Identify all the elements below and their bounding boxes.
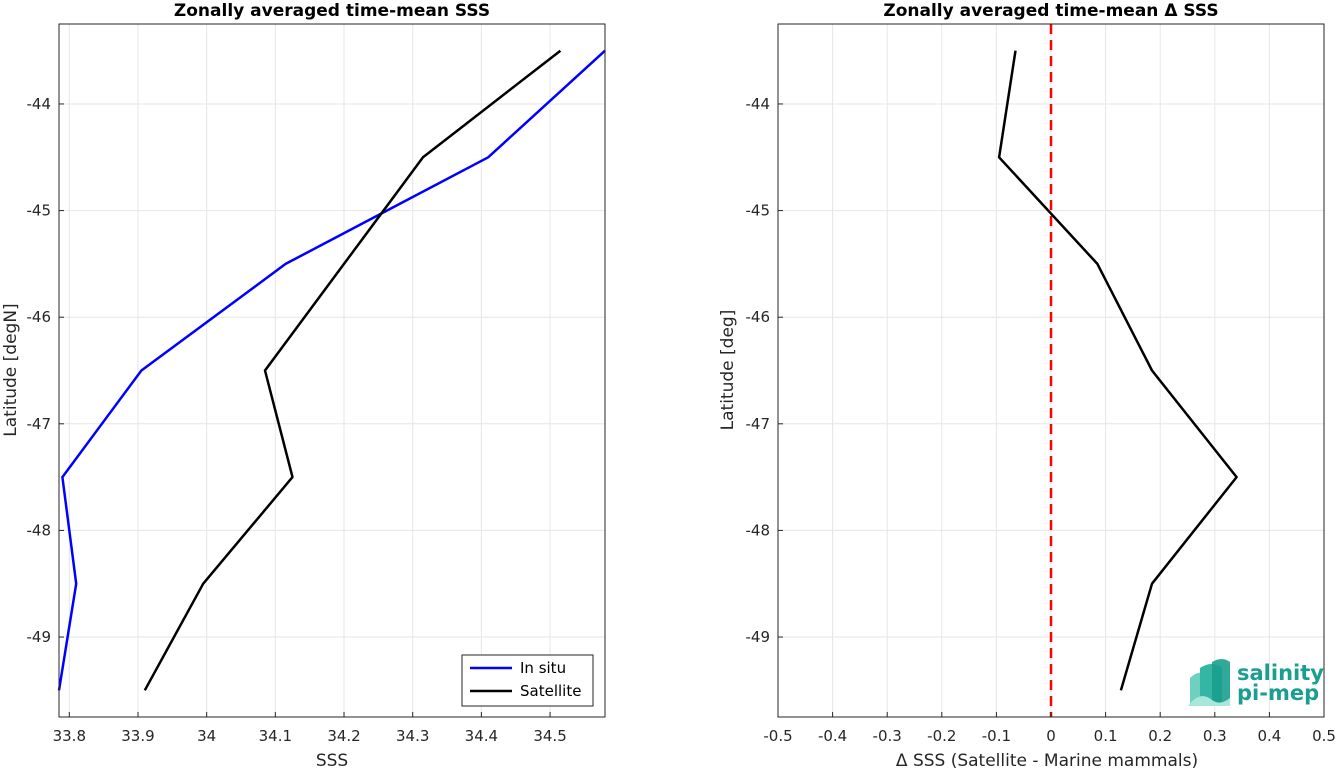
- right-y-tick-label: -48: [746, 521, 771, 539]
- left-x-tick-label: 34.5: [533, 727, 566, 745]
- left-x-axis-label: SSS: [316, 751, 348, 769]
- logo-text-salinity: salinity: [1237, 661, 1324, 685]
- right-x-tick-label: -0.1: [982, 727, 1011, 745]
- right-x-tick-label: -0.4: [818, 727, 847, 745]
- left-series-line-satellite: [143, 49, 562, 691]
- left-x-tick-label: 33.8: [53, 727, 86, 745]
- right-x-tick-label: 0.3: [1203, 727, 1227, 745]
- left-panel-sss: 33.8 33.9 34 34.1 34.2 34.3 34.4 34.5 -44 -45 -46…: [1, 1, 606, 769]
- legend: In situ Satellite: [461, 654, 594, 707]
- right-x-tick-label: 0.5: [1312, 727, 1336, 745]
- left-y-axis-label: Latitude [degN]: [1, 303, 21, 436]
- left-x-tick-label: 34.4: [465, 727, 498, 745]
- left-x-ticks: 33.8 33.9 34 34.1 34.2 34.3 34.4 34.5: [53, 712, 567, 745]
- left-y-tick-label: -46: [27, 308, 52, 326]
- right-x-ticks: -0.5 -0.4 -0.3 -0.2 -0.1 0 0.1 0.2 0.3 0.4 0.5: [763, 712, 1336, 745]
- legend-label-in-situ: In situ: [520, 659, 566, 677]
- right-y-ticks: -44 -45 -46 -47 -48 -49: [746, 95, 783, 646]
- right-x-tick-label: 0: [1046, 727, 1056, 745]
- right-x-tick-label: 0.4: [1257, 727, 1281, 745]
- legend-label-satellite: Satellite: [520, 682, 581, 700]
- left-plot-area: [59, 24, 605, 717]
- right-x-axis-label: Δ SSS (Satellite - Marine mammals): [896, 751, 1198, 769]
- left-chart-title: Zonally averaged time-mean SSS: [174, 1, 490, 21]
- right-y-tick-label: -44: [746, 95, 771, 113]
- right-series: [997, 50, 1238, 691]
- right-x-tick-label: -0.2: [927, 727, 956, 745]
- right-x-tick-label: 0.1: [1094, 727, 1118, 745]
- right-y-tick-label: -47: [746, 415, 771, 433]
- right-y-tick-label: -46: [746, 308, 771, 326]
- left-x-tick-label: 34.3: [396, 727, 429, 745]
- right-y-axis-label: Latitude [deg]: [718, 310, 738, 431]
- right-x-tick-label: -0.3: [873, 727, 902, 745]
- left-y-tick-label: -49: [27, 628, 52, 646]
- right-chart-title: Zonally averaged time-mean Δ SSS: [883, 1, 1218, 21]
- left-series-line-in-situ: [57, 49, 606, 691]
- left-x-tick-label: 34: [197, 727, 216, 745]
- salinity-pi-mep-logo: salinity pi-mep: [1188, 659, 1324, 706]
- left-series: [57, 49, 606, 691]
- left-y-tick-label: -48: [27, 521, 52, 539]
- left-x-tick-label: 34.1: [259, 727, 292, 745]
- right-grid: [777, 24, 1325, 717]
- left-x-tick-label: 33.9: [121, 727, 154, 745]
- left-grid: [59, 24, 605, 717]
- right-x-tick-label: 0.2: [1148, 727, 1172, 745]
- logo-text-pi-mep: pi-mep: [1237, 681, 1319, 705]
- right-panel-delta-sss: -0.5 -0.4 -0.3 -0.2 -0.1 0 0.1 0.2 0.3 0.4 0.5 -44…: [718, 1, 1336, 769]
- right-y-tick-label: -45: [746, 202, 771, 220]
- right-y-tick-label: -49: [746, 628, 771, 646]
- left-y-tick-label: -44: [27, 95, 52, 113]
- legend-box: [461, 654, 594, 707]
- right-x-tick-label: -0.5: [763, 727, 792, 745]
- left-y-tick-label: -47: [27, 415, 52, 433]
- logo-wave-icon: [1188, 659, 1230, 706]
- right-series-line-delta-sss: [997, 50, 1238, 691]
- left-x-tick-label: 34.2: [327, 727, 360, 745]
- left-y-ticks: -44 -45 -46 -47 -48 -49: [27, 95, 64, 646]
- left-y-tick-label: -45: [27, 202, 52, 220]
- left-axes-box: [58, 23, 606, 718]
